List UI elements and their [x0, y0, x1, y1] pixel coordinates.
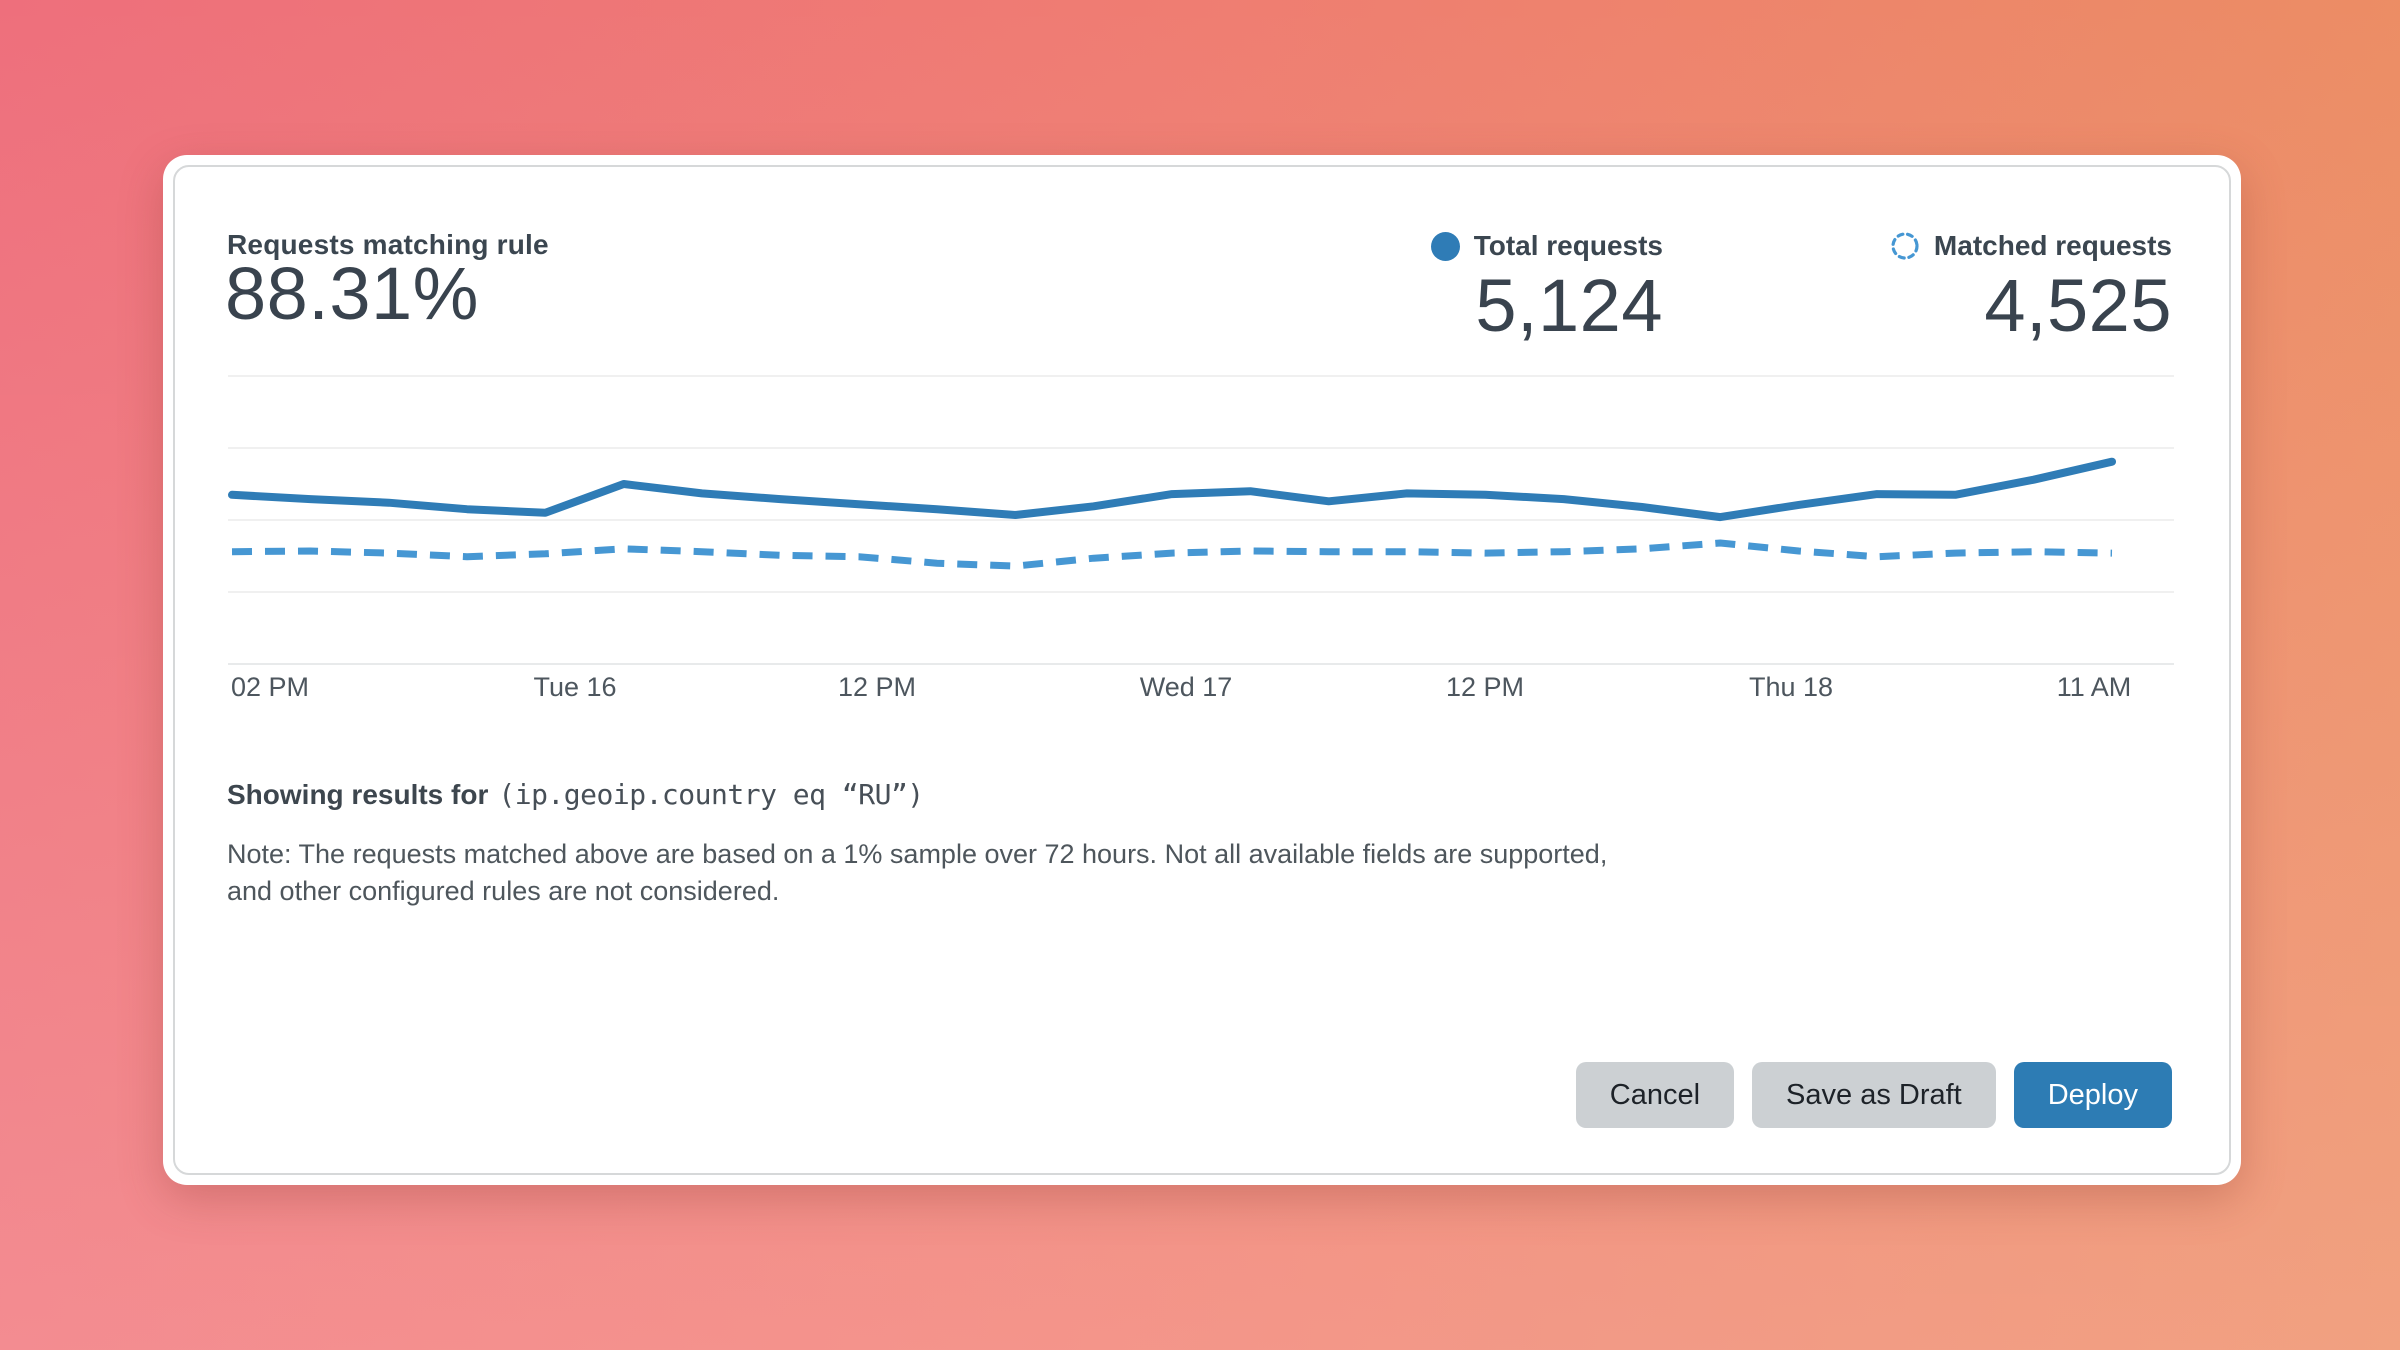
requests-matching-label: Requests matching rule: [227, 229, 549, 260]
save-as-draft-button[interactable]: Save as Draft: [1752, 1062, 1996, 1128]
rule-preview-panel: Requests matching rule 88.31% Total requ…: [173, 165, 2231, 1175]
x-tick-label: 02 PM: [230, 672, 310, 702]
total-requests-value: 5,124: [1475, 264, 1663, 347]
sample-note-line1: Note: The requests matched above are bas…: [227, 839, 1608, 869]
requests-chart: [228, 375, 2174, 665]
legend-total-requests: Total requests 5,124: [1430, 229, 1663, 347]
x-tick-label: 12 PM: [837, 672, 917, 702]
chart-gridlines: [228, 375, 2174, 665]
deploy-button[interactable]: Deploy: [2013, 1062, 2172, 1128]
matched-requests-value: 4,525: [1984, 264, 2172, 347]
x-tick-label: Tue 16: [533, 672, 617, 702]
x-tick-label: Thu 18: [1748, 672, 1834, 702]
dialog-actions: Cancel Save as Draft Deploy: [1575, 1062, 2172, 1128]
dashed-circle-icon: [1890, 231, 1920, 261]
legend-matched-requests: Matched requests 4,525: [1890, 229, 2172, 345]
total-requests-line: [228, 457, 2116, 522]
total-requests-label: Total requests: [1473, 230, 1663, 261]
chart-x-axis: 02 PM Tue 16 12 PM Wed 17 12 PM Thu 18 11 AM: [175, 672, 2229, 712]
rule-preview-dialog: Requests matching rule 88.31% Total requ…: [163, 155, 2241, 1185]
sample-note: Note: The requests matched above are bas…: [227, 836, 1607, 910]
x-tick-label: 11 AM: [2056, 672, 2132, 702]
matched-requests-line: [231, 539, 2113, 570]
requests-matching-value: 88.31%: [225, 252, 479, 335]
x-tick-label: Wed 17: [1139, 672, 1233, 702]
matched-requests-label: Matched requests: [1933, 230, 2172, 261]
filter-summary-prefix: Showing results for: [227, 779, 489, 810]
cancel-button[interactable]: Cancel: [1575, 1062, 1735, 1128]
x-tick-label: 12 PM: [1445, 672, 1525, 702]
filter-expression: (ip.geoip.country eq “RU”): [498, 778, 924, 811]
sample-note-line2: and other configured rules are not consi…: [227, 876, 780, 906]
solid-dot-icon: [1430, 231, 1460, 261]
chart-svg: [228, 375, 2174, 665]
filter-summary: Showing results for (ip.geoip.country eq …: [227, 778, 924, 811]
